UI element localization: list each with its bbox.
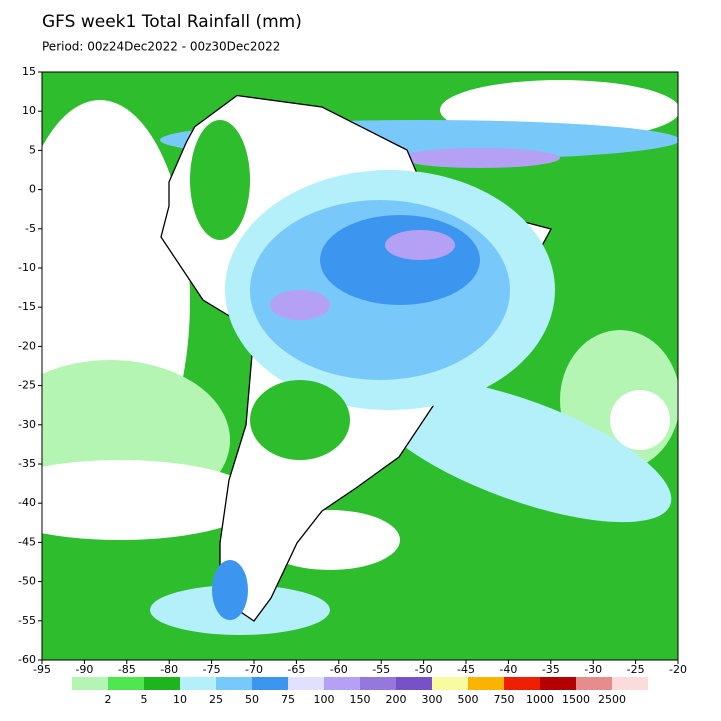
y-tick-label: 0: [29, 183, 36, 196]
y-tick-label: 15: [22, 65, 36, 78]
y-tick-label: -60: [18, 653, 36, 666]
map-frame: [41, 71, 679, 661]
colorbar-label: 750: [494, 693, 515, 706]
colorbar-label: 150: [350, 693, 371, 706]
y-tick-label: -5: [25, 222, 36, 235]
y-tick-label: -45: [18, 535, 36, 548]
colorbar-box: [360, 677, 396, 690]
colorbar-label: 25: [209, 693, 223, 706]
x-tick-label: -40: [499, 663, 517, 676]
colorbar-box: [324, 677, 360, 690]
y-tick-label: -10: [18, 261, 36, 274]
y-tick-label: -35: [18, 457, 36, 470]
x-tick-label: -65: [287, 663, 305, 676]
title: GFS week1 Total Rainfall (mm): [42, 12, 302, 32]
colorbar-label: 300: [422, 693, 443, 706]
y-tick-label: -25: [18, 379, 36, 392]
colorbar-label: 1500: [562, 693, 590, 706]
x-tick-label: -55: [372, 663, 390, 676]
colorbar-label: 1000: [526, 693, 554, 706]
colorbar-label: 75: [281, 693, 295, 706]
colorbar-box: [612, 677, 648, 690]
y-tick-label: -55: [18, 614, 36, 627]
colorbar-box: [288, 677, 324, 690]
x-tick-label: -90: [75, 663, 93, 676]
colorbar-box: [108, 677, 144, 690]
colorbar-box: [252, 677, 288, 690]
colorbar-box: [504, 677, 540, 690]
colorbar-label: 5: [141, 693, 148, 706]
y-tick-label: -15: [18, 300, 36, 313]
colorbar-box: [144, 677, 180, 690]
x-tick-label: -60: [330, 663, 348, 676]
x-tick-label: -20: [669, 663, 687, 676]
period: Period: 00z24Dec2022 - 00z30Dec2022: [42, 40, 280, 54]
colorbar-label: 2: [105, 693, 112, 706]
y-tick-label: -50: [18, 575, 36, 588]
x-tick-label: -85: [118, 663, 136, 676]
x-tick-label: -95: [33, 663, 51, 676]
colorbar-label: 10: [173, 693, 187, 706]
rainfall-field: [42, 72, 678, 660]
colorbar-label: 100: [314, 693, 335, 706]
y-tick-label: 5: [29, 143, 36, 156]
colorbar-box: [540, 677, 576, 690]
colorbar-box: [576, 677, 612, 690]
x-tick-label: -50: [415, 663, 433, 676]
colorbar-box: [216, 677, 252, 690]
colorbar-label: 500: [458, 693, 479, 706]
x-tick-label: -70: [245, 663, 263, 676]
y-tick-label: 10: [22, 104, 36, 117]
colorbar-label: 50: [245, 693, 259, 706]
y-tick-label: -40: [18, 496, 36, 509]
colorbar-box: [396, 677, 432, 690]
x-tick-label: -45: [457, 663, 475, 676]
x-tick-label: -30: [584, 663, 602, 676]
colorbar-box: [432, 677, 468, 690]
x-tick-label: -75: [203, 663, 221, 676]
y-tick-label: -20: [18, 339, 36, 352]
colorbar-label: 200: [386, 693, 407, 706]
y-tick-label: -30: [18, 418, 36, 431]
x-tick-label: -35: [542, 663, 560, 676]
colorbar-box: [72, 677, 108, 690]
x-tick-label: -25: [627, 663, 645, 676]
colorbar-box: [468, 677, 504, 690]
colorbar-label: 2500: [598, 693, 626, 706]
colorbar-box: [180, 677, 216, 690]
x-tick-label: -80: [160, 663, 178, 676]
